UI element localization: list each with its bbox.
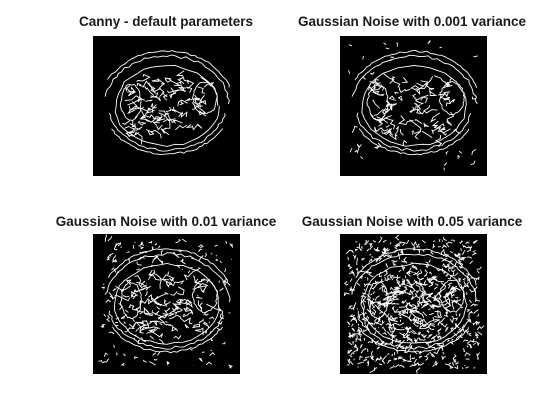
panel-title-noise-0001: Gaussian Noise with 0.001 variance: [297, 14, 527, 29]
edge-map-svg: [343, 234, 485, 374]
edge-image-noise-005: [340, 234, 487, 374]
panel-title-noise-005: Gaussian Noise with 0.05 variance: [301, 214, 523, 229]
panel-title-noise-001: Gaussian Noise with 0.01 variance: [55, 214, 277, 229]
edge-image-noise-001: [93, 234, 240, 374]
edge-map-svg: [98, 234, 234, 369]
edge-map-svg: [348, 40, 478, 171]
panel-title-canny-default: Canny - default parameters: [78, 14, 254, 29]
edge-image-canny-default: [93, 36, 240, 176]
edge-map-svg: [104, 50, 230, 156]
edge-image-noise-0001: [340, 36, 487, 176]
